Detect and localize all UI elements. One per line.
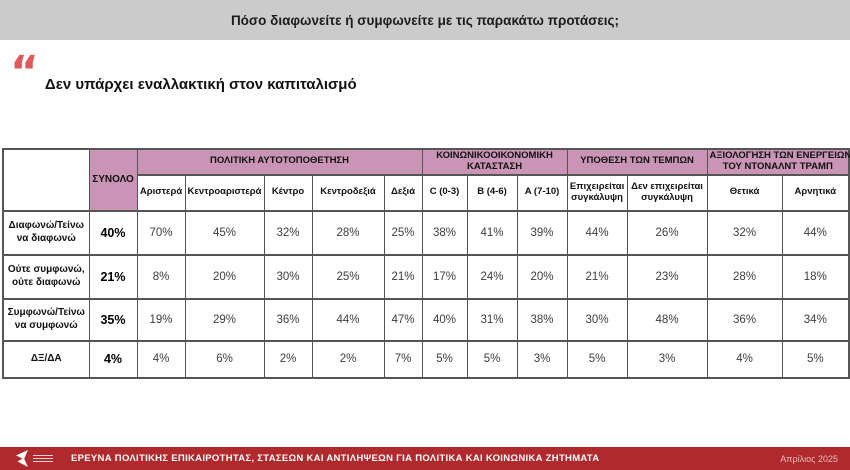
data-cell: 47% xyxy=(383,297,423,342)
table-row: Διαφωνώ/Τείνω να διαφωνώ 40% 70% 45% 32%… xyxy=(2,209,850,256)
footer-survey-title: ΕΡΕΥΝΑ ΠΟΛΙΤΙΚΗΣ ΕΠΙΚΑΙΡΟΤΗΤΑΣ, ΣΤΑΣΕΩΝ … xyxy=(71,453,600,464)
table-row: Συμφωνώ/Τείνω να συμφωνώ 35% 19% 29% 36%… xyxy=(2,297,850,342)
data-cell: 32% xyxy=(706,209,783,256)
data-cell: 38% xyxy=(516,297,568,342)
data-cell: 36% xyxy=(263,297,313,342)
data-cell: 20% xyxy=(184,253,265,300)
row-label: Ούτε συμφωνώ, ούτε διαφωνώ xyxy=(2,253,90,300)
quote-icon: “ xyxy=(10,47,39,98)
data-cell: 40% xyxy=(421,297,468,342)
data-cell: 5% xyxy=(566,339,628,379)
col-header: Θετικά xyxy=(706,173,783,212)
footer-logo-text-lines xyxy=(33,454,53,463)
data-cell: 8% xyxy=(136,253,186,300)
data-cell: 31% xyxy=(466,297,518,342)
data-cell: 38% xyxy=(421,209,468,256)
col-header: A (7-10) xyxy=(516,173,568,212)
total-value-cell: 21% xyxy=(88,253,138,300)
col-header: B (4-6) xyxy=(466,173,518,212)
statement-text: Δεν υπάρχει εναλλακτική στον καπιταλισμό xyxy=(44,76,357,93)
data-cell: 2% xyxy=(263,339,313,379)
data-cell: 3% xyxy=(626,339,708,379)
data-cell: 25% xyxy=(311,253,385,300)
data-cell: 45% xyxy=(184,209,265,256)
group-header-socioeconomic: ΚΟΙΝΩΝΙΚΟΟΙΚΟΝΟΜΙΚΗ ΚΑΤΑΣΤΑΣΗ xyxy=(421,148,568,176)
col-header: Αρνητικά xyxy=(781,173,850,212)
total-value-cell: 40% xyxy=(88,209,138,256)
data-cell: 21% xyxy=(566,253,628,300)
data-cell: 26% xyxy=(626,209,708,256)
question-title: Πόσο διαφωνείτε ή συμφωνείτε με τις παρα… xyxy=(230,12,620,28)
col-header: Επιχειρείται συγκάλυψη xyxy=(566,173,628,212)
data-cell: 44% xyxy=(566,209,628,256)
col-header: Αριστερά xyxy=(136,173,186,212)
data-cell: 4% xyxy=(136,339,186,379)
row-label: Διαφωνώ/Τείνω να διαφωνώ xyxy=(2,209,90,256)
data-cell: 39% xyxy=(516,209,568,256)
data-cell: 32% xyxy=(263,209,313,256)
row-label: Συμφωνώ/Τείνω να συμφωνώ xyxy=(2,297,90,342)
data-cell: 36% xyxy=(706,297,783,342)
data-cell: 70% xyxy=(136,209,186,256)
data-cell: 7% xyxy=(383,339,423,379)
data-cell: 3% xyxy=(516,339,568,379)
results-table: ΣΥΝΟΛΟ ΠΟΛΙΤΙΚΗ ΑΥΤΟΤΟΠΟΘΕΤΗΣΗ ΚΟΙΝΩΝΙΚΟ… xyxy=(2,148,850,379)
footer-date: Απρίλιος 2025 xyxy=(780,453,838,464)
data-cell: 4% xyxy=(706,339,783,379)
data-cell: 19% xyxy=(136,297,186,342)
data-cell: 25% xyxy=(383,209,423,256)
table-row: ΔΞ/ΔΑ 4% 4% 6% 2% 2% 7% 5% 5% 3% 5% 3% 4… xyxy=(2,339,850,379)
data-cell: 5% xyxy=(421,339,468,379)
group-header-tempi: ΥΠΟΘΕΣΗ ΤΩΝ ΤΕΜΠΩΝ xyxy=(566,148,708,176)
data-cell: 30% xyxy=(566,297,628,342)
data-cell: 5% xyxy=(466,339,518,379)
question-bar: Πόσο διαφωνείτε ή συμφωνείτε με τις παρα… xyxy=(0,0,850,40)
data-cell: 6% xyxy=(184,339,265,379)
data-cell: 17% xyxy=(421,253,468,300)
data-cell: 5% xyxy=(781,339,850,379)
corner-cell xyxy=(2,148,90,212)
footer-bar: ΕΡΕΥΝΑ ΠΟΛΙΤΙΚΗΣ ΕΠΙΚΑΙΡΟΤΗΤΑΣ, ΣΤΑΣΕΩΝ … xyxy=(0,447,850,470)
data-cell: 20% xyxy=(516,253,568,300)
group-header-trump: ΑΞΙΟΛΟΓΗΣΗ ΤΩΝ ΕΝΕΡΓΕΙΩΝ ΤΟΥ ΝΤΟΝΑΛΝΤ ΤΡ… xyxy=(706,148,850,176)
group-header-row: ΣΥΝΟΛΟ ΠΟΛΙΤΙΚΗ ΑΥΤΟΤΟΠΟΘΕΤΗΣΗ ΚΟΙΝΩΝΙΚΟ… xyxy=(2,148,850,212)
data-cell: 28% xyxy=(311,209,385,256)
col-header: Κεντροδεξιά xyxy=(311,173,385,212)
group-header-political: ΠΟΛΙΤΙΚΗ ΑΥΤΟΤΟΠΟΘΕΤΗΣΗ xyxy=(136,148,423,176)
total-column-header: ΣΥΝΟΛΟ xyxy=(88,148,138,212)
col-header: Κεντροαριστερά xyxy=(184,173,265,212)
col-header: Κέντρο xyxy=(263,173,313,212)
total-value-cell: 35% xyxy=(88,297,138,342)
data-cell: 24% xyxy=(466,253,518,300)
data-cell: 34% xyxy=(781,297,850,342)
data-cell: 21% xyxy=(383,253,423,300)
data-cell: 48% xyxy=(626,297,708,342)
statement-block: “ Δεν υπάρχει εναλλακτική στον καπιταλισ… xyxy=(10,47,357,98)
data-cell: 44% xyxy=(311,297,385,342)
data-cell: 29% xyxy=(184,297,265,342)
data-cell: 2% xyxy=(311,339,385,379)
col-header: Δεξιά xyxy=(383,173,423,212)
results-table-wrap: ΣΥΝΟΛΟ ΠΟΛΙΤΙΚΗ ΑΥΤΟΤΟΠΟΘΕΤΗΣΗ ΚΟΙΝΩΝΙΚΟ… xyxy=(2,148,850,379)
data-cell: 23% xyxy=(626,253,708,300)
col-header: Δεν επιχειρείται συγκάλυψη xyxy=(626,173,708,212)
data-cell: 41% xyxy=(466,209,518,256)
data-cell: 28% xyxy=(706,253,783,300)
footer-logo-icon xyxy=(16,450,28,467)
total-value-cell: 4% xyxy=(88,339,138,379)
data-cell: 30% xyxy=(263,253,313,300)
col-header: C (0-3) xyxy=(421,173,468,212)
data-cell: 18% xyxy=(781,253,850,300)
data-cell: 44% xyxy=(781,209,850,256)
sub-header-row: Αριστερά Κεντροαριστερά Κέντρο Κεντροδεξ… xyxy=(3,173,850,212)
row-label: ΔΞ/ΔΑ xyxy=(2,339,90,379)
table-row: Ούτε συμφωνώ, ούτε διαφωνώ 21% 8% 20% 30… xyxy=(2,253,850,300)
